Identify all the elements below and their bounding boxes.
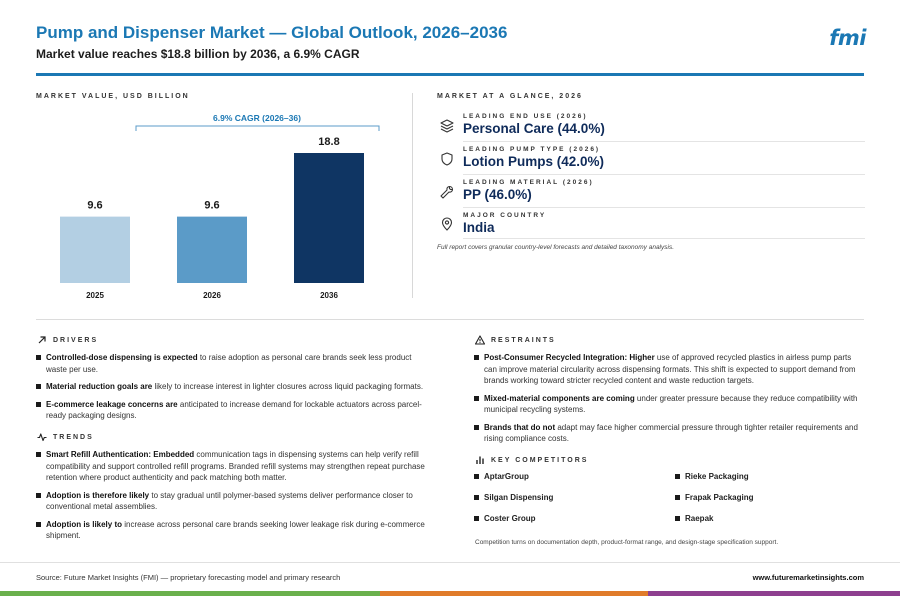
bar-chart-icon [476, 456, 484, 464]
trends-list: Smart Refill Authentication: Embedded co… [36, 449, 426, 542]
glance-value: Personal Care (44.0%) [463, 121, 605, 136]
cagr-annotation: 6.9% CAGR (2026–36) [135, 113, 380, 131]
layers-icon [440, 119, 454, 133]
value-label-2036: 18.8 [318, 136, 339, 148]
list-item: Post-Consumer Recycled Integration: High… [474, 352, 859, 387]
glance-value: India [463, 220, 495, 235]
glance-small-label: LEADING MATERIAL (2026) [463, 179, 594, 186]
trends-label: TRENDS [53, 433, 94, 441]
list-item: E-commerce leakage concerns are anticipa… [36, 399, 426, 422]
list-item: Smart Refill Authentication: Embedded co… [36, 449, 426, 484]
glance-small-label: LEADING END USE (2026) [463, 113, 588, 120]
restraints-label: RESTRAINTS [491, 336, 556, 344]
competitor-item: Raepak [675, 514, 713, 523]
list-item: Controlled-dose dispensing is expected t… [36, 352, 426, 375]
competitor-item: Silgan Dispensing [474, 493, 553, 502]
glance-small-label: MAJOR COUNTRY [463, 212, 547, 219]
competitor-item: Frapak Packaging [675, 493, 753, 502]
list-item: Adoption is therefore likely to stay gra… [36, 490, 426, 513]
warning-icon [475, 335, 485, 345]
page-subtitle: Market value reaches $18.8 billion by 20… [36, 47, 360, 61]
cagr-label: 6.9% CAGR (2026–36) [213, 113, 301, 123]
list-item: Adoption is likely to increase across pe… [36, 519, 426, 542]
category-label-2036: 2036 [320, 291, 338, 300]
competitors-heading: KEY COMPETITORS [475, 455, 588, 465]
footer-rule [0, 562, 900, 563]
glance-note: Full report covers granular country-leve… [437, 244, 675, 251]
glance-divider [463, 141, 865, 142]
competitor-item: AptarGroup [474, 472, 529, 481]
glance-value: Lotion Pumps (42.0%) [463, 154, 605, 169]
market-value-chart: 6.9% CAGR (2026–36) 9.6 2025 9.6 2026 18.8 20… [60, 113, 380, 300]
glance-value: PP (46.0%) [463, 187, 532, 202]
category-label-2025: 2025 [86, 291, 104, 300]
value-label-2026: 9.6 [204, 200, 219, 212]
section-divider [412, 93, 413, 298]
glance-small-label: LEADING PUMP TYPE (2026) [463, 146, 601, 153]
competitors-label: KEY COMPETITORS [491, 456, 589, 464]
map-pin-icon [441, 217, 453, 231]
section-rule [36, 319, 864, 320]
header-rule [36, 73, 864, 76]
bar-2025 [60, 216, 130, 283]
fmi-logo[interactable]: fmi [829, 26, 866, 50]
shield-icon [441, 152, 453, 166]
wrench-icon [440, 185, 454, 199]
arrow-up-right-icon [38, 336, 46, 344]
restraints-list: Post-Consumer Recycled Integration: High… [474, 352, 859, 445]
glance-divider [463, 238, 865, 239]
bar-2036 [294, 153, 364, 283]
list-item: Brands that do not adapt may face higher… [474, 422, 859, 445]
drivers-list: Controlled-dose dispensing is expected t… [36, 352, 426, 422]
value-label-2025: 9.6 [87, 200, 102, 212]
page-title: Pump and Dispenser Market — Global Outlo… [36, 23, 508, 42]
footer-source: Source: Future Market Insights (FMI) — p… [36, 573, 341, 582]
footer-url-link[interactable]: www.futuremarketinsights.com [752, 573, 864, 582]
pulse-icon [37, 433, 47, 442]
market-value-label: MARKET VALUE, USD BILLION [36, 93, 190, 100]
footer-strip-purple [648, 591, 900, 596]
competitor-item: Coster Group [474, 514, 536, 523]
bar-2026 [177, 216, 247, 283]
trends-heading: TRENDS [37, 432, 94, 442]
restraints-heading: RESTRAINTS [475, 335, 556, 345]
footer-strip-green [0, 591, 380, 596]
list-item: Mixed-material components are coming und… [474, 393, 859, 416]
cagr-bracket [135, 125, 380, 131]
footer-strip-orange [380, 591, 648, 596]
glance-label: MARKET AT A GLANCE, 2026 [437, 93, 583, 100]
glance-divider [463, 207, 865, 208]
drivers-heading: DRIVERS [37, 335, 98, 345]
competitors-note: Competition turns on documentation depth… [475, 539, 779, 546]
list-item: Material reduction goals are likely to i… [36, 381, 426, 393]
category-label-2026: 2026 [203, 291, 221, 300]
drivers-label: DRIVERS [53, 336, 99, 344]
competitor-item: Rieke Packaging [675, 472, 749, 481]
glance-divider [463, 174, 865, 175]
